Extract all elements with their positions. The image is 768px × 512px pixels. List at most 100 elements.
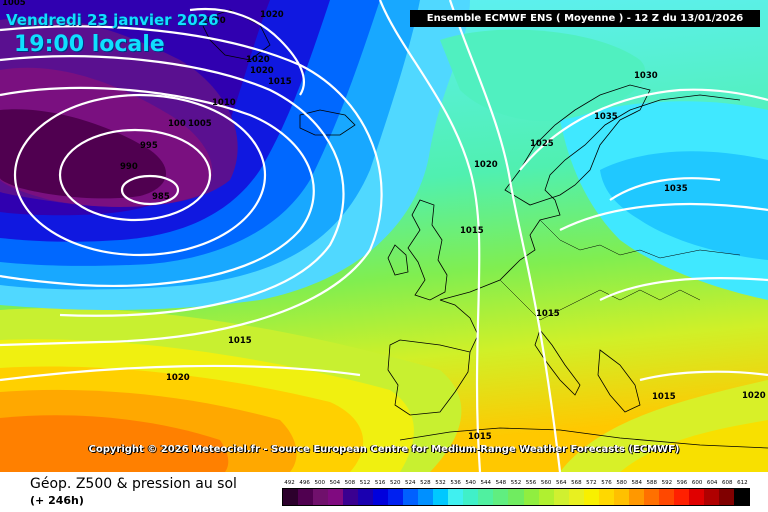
- scale-label: 592: [661, 480, 673, 486]
- isobar-label: 1020: [474, 160, 498, 170]
- color-scale: 492 496 500 504 508 512 516 520 524 528 532 536 540 5…: [282, 480, 750, 508]
- copyright-notice: Copyright © 2026 Meteociel.fr - Source E…: [88, 444, 680, 455]
- scale-label: 568: [571, 480, 582, 486]
- map-title: Géop. Z500 & pression au sol: [30, 476, 237, 492]
- scale-swatch: [403, 489, 419, 505]
- scale-swatch: [328, 489, 344, 505]
- scale-label: 508: [344, 480, 356, 486]
- scale-swatch: [538, 489, 554, 505]
- scale-label: 588: [646, 480, 658, 486]
- color-scale-labels: 492 496 500 504 508 512 516 520 524 528 532 536 540 5…: [282, 480, 750, 486]
- isobars: [0, 0, 768, 472]
- isobar-label: 995: [140, 141, 158, 151]
- scale-swatch: [553, 489, 569, 505]
- forecast-time: 19:00 locale: [14, 32, 165, 57]
- scale-swatch: [298, 489, 314, 505]
- isobar-label: 1010: [212, 98, 236, 108]
- scale-label: 596: [676, 480, 688, 486]
- scale-swatch: [433, 489, 449, 505]
- isobar-label: 1005: [2, 0, 26, 8]
- scale-label: 504: [329, 480, 341, 486]
- scale-label: 552: [510, 480, 522, 486]
- scale-label: 512: [359, 480, 371, 486]
- scale-swatch: [613, 489, 629, 505]
- scale-label: 584: [631, 480, 642, 486]
- scale-swatch: [568, 489, 584, 505]
- isobar-label: 1020: [202, 16, 226, 26]
- scale-label: 556: [525, 480, 537, 486]
- scale-swatch: [673, 489, 689, 505]
- scale-label: 528: [420, 480, 431, 486]
- scale-label: 600: [691, 480, 703, 486]
- color-scale-swatches: [282, 488, 750, 506]
- isobar-label: 1015: [460, 226, 484, 236]
- scale-label: 580: [616, 480, 627, 486]
- scale-swatch: [463, 489, 479, 505]
- isobar-label: 1015: [228, 336, 252, 346]
- isobar-labels: 1005 1020 1020 1020 1020 1015 1010 1005 …: [2, 0, 766, 442]
- scale-swatch: [493, 489, 509, 505]
- scale-swatch: [313, 489, 329, 505]
- scale-swatch: [478, 489, 494, 505]
- forecast-map: 1005 1020 1020 1020 1020 1015 1010 1005 …: [0, 0, 768, 472]
- isobar-label: 1015: [268, 77, 292, 87]
- scale-label: 520: [389, 480, 401, 486]
- isobar-label: 1020: [166, 373, 190, 383]
- scale-swatch: [523, 489, 539, 505]
- scale-swatch: [643, 489, 659, 505]
- scale-label: 564: [555, 480, 567, 486]
- scale-swatch: [628, 489, 644, 505]
- scale-label: 548: [495, 480, 507, 486]
- forecast-lead-time: (+ 246h): [30, 494, 84, 507]
- scale-swatch: [583, 489, 599, 505]
- scale-swatch: [508, 489, 524, 505]
- scale-label: 524: [405, 480, 416, 486]
- scale-swatch: [373, 489, 389, 505]
- scale-swatch: [343, 489, 359, 505]
- scale-label: 500: [314, 480, 325, 486]
- scale-swatch: [688, 489, 704, 505]
- isobar-label: 1005: [188, 119, 212, 129]
- isobar-label: 1015: [652, 392, 676, 402]
- scale-label: 572: [586, 480, 597, 486]
- isobar-label: 1020: [260, 10, 284, 20]
- scale-label: 612: [737, 480, 748, 486]
- isobar-label: 1030: [634, 71, 658, 81]
- scale-swatch: [358, 489, 374, 505]
- isobar-label: 1025: [530, 139, 554, 149]
- isobar-label: 1020: [246, 55, 270, 65]
- scale-label: 532: [435, 480, 446, 486]
- scale-label: 544: [480, 480, 492, 486]
- scale-swatch: [703, 489, 719, 505]
- scale-swatch: [733, 489, 749, 505]
- isobar-label: 1020: [742, 391, 766, 401]
- forecast-date: Vendredi 23 janvier 2026: [6, 11, 219, 29]
- scale-label: 608: [722, 480, 733, 486]
- legend-panel: Géop. Z500 & pression au sol (+ 246h) 49…: [0, 472, 768, 512]
- scale-swatch: [598, 489, 614, 505]
- scale-label: 536: [450, 480, 461, 486]
- scale-swatch: [658, 489, 674, 505]
- scale-swatch: [418, 489, 434, 505]
- scale-label: 516: [374, 480, 386, 486]
- isobar-label: 1015: [468, 432, 492, 442]
- isobar-label: 1015: [536, 309, 560, 319]
- scale-label: 560: [540, 480, 552, 486]
- isobar-label: 990: [120, 162, 138, 172]
- scale-swatch: [283, 489, 299, 505]
- isobar-label: 100: [168, 119, 186, 129]
- scale-label: 604: [706, 480, 718, 486]
- scale-swatch: [388, 489, 404, 505]
- scale-label: 496: [299, 480, 310, 486]
- isobar-label: 985: [152, 192, 170, 202]
- scale-label: 492: [284, 480, 295, 486]
- model-run-label: Ensemble ECMWF ENS ( Moyenne ) - 12 Z du…: [410, 10, 760, 27]
- isobar-label: 1035: [594, 112, 618, 122]
- isobar-label: 1035: [664, 184, 688, 194]
- scale-label: 576: [601, 480, 612, 486]
- isobar-label: 1020: [250, 66, 274, 76]
- scale-swatch: [718, 489, 734, 505]
- scale-swatch: [448, 489, 464, 505]
- scale-label: 540: [465, 480, 476, 486]
